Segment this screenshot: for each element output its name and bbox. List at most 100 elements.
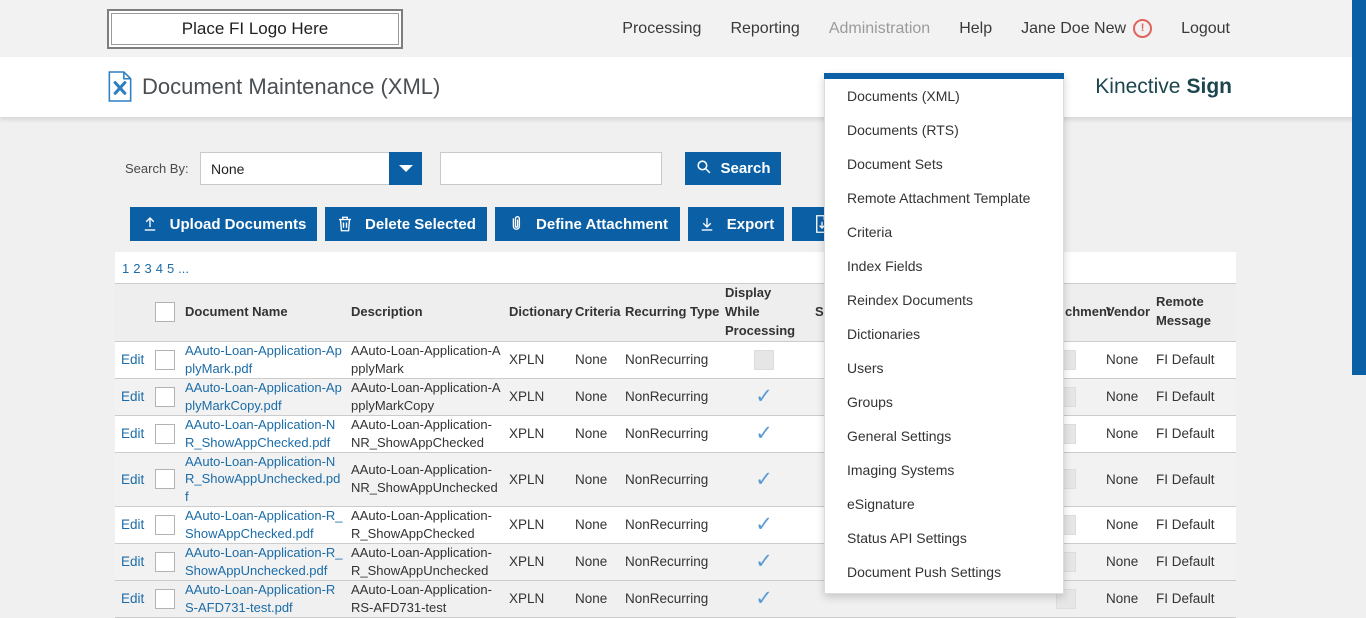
edit-cell: Edit [115,341,155,379]
display-while-processing-cell [725,341,811,379]
search-by-select[interactable]: None [200,152,422,185]
edit-link[interactable]: Edit [121,554,145,570]
menu-item-reindex-documents[interactable]: Reindex Documents [847,292,974,308]
description-cell: AAuto-Loan-Application-ApplyMark [351,341,509,379]
kinective-sign-logo: Kinective Sign [1095,57,1232,117]
search-button[interactable]: Search [685,152,781,185]
menu-item-document-sets[interactable]: Document Sets [847,156,943,172]
page-link-4[interactable]: 4 [155,261,163,276]
menu-item-document-push-settings[interactable]: Document Push Settings [847,564,1002,580]
document-name-link[interactable]: AAuto-Loan-Application-R_ShowAppUnchecke… [185,545,343,579]
criteria-cell: None [575,415,625,453]
vendor-cell-text: None [1106,554,1139,570]
check-icon: ✓ [755,384,773,408]
dictionary-cell-text: XPLN [509,591,545,607]
menu-item-esignature[interactable]: eSignature [847,496,915,512]
row-checkbox[interactable] [155,349,175,370]
checkbox-cell [155,378,185,416]
page-link-5[interactable]: 5 [166,261,175,276]
delete-selected-button[interactable]: Delete Selected [325,207,487,241]
toolbar-button-label: Export [726,215,775,233]
remote-message-cell-text: FI Default [1156,351,1215,367]
search-input[interactable] [440,152,662,185]
criteria-cell-text: None [575,517,608,533]
document-name-link[interactable]: AAuto-Loan-Application-ApplyMarkCopy.pdf [185,379,342,413]
edit-link[interactable]: Edit [121,351,145,367]
edit-link[interactable]: Edit [121,471,145,487]
menu-item-criteria[interactable]: Criteria [847,224,893,240]
remote-message-cell: FI Default [1156,580,1236,618]
nav-item-label: Jane Doe New [1021,19,1127,37]
chevron-down-icon[interactable] [389,152,422,185]
nav-item-jane-doe-new[interactable]: Jane Doe New! [1021,19,1153,38]
document-name-link[interactable]: AAuto-Loan-Application-NR_ShowAppUncheck… [185,453,341,505]
nav-item-logout[interactable]: Logout [1181,20,1230,38]
criteria-cell-text: None [575,591,608,607]
page-link-...[interactable]: ... [178,261,190,276]
display-while-processing-checkbox-disabled [754,349,774,370]
criteria-column-header: Criteria [575,283,625,342]
brand-name: Kinective [1095,75,1181,98]
nav-item-administration[interactable]: Administration [829,20,930,38]
display-while-processing-cell: ✓ [725,452,811,508]
export-button[interactable]: Export [688,207,784,241]
menu-item-remote-attachment-template[interactable]: Remote Attachment Template [847,190,1031,206]
row-checkbox[interactable] [155,515,175,536]
criteria-cell: None [575,341,625,379]
checkbox-cell [155,580,185,618]
document-name-link[interactable]: AAuto-Loan-Application-R_ShowAppChecked.… [185,508,343,542]
edit-link[interactable]: Edit [121,388,145,404]
edit-link[interactable]: Edit [121,591,145,607]
edit-cell: Edit [115,452,155,508]
document-name-link[interactable]: AAuto-Loan-Application-ApplyMark.pdf [185,342,342,376]
nav-item-help[interactable]: Help [959,20,992,38]
menu-item-index-fields[interactable]: Index Fields [847,258,923,274]
display-while-processing-column-header: Display While Processing [725,283,811,342]
table-row: Edit AAuto-Loan-Application-ApplyMarkCopy… [115,378,1236,416]
recurring-type-cell: NonRecurring [625,378,725,416]
menu-item-dictionaries[interactable]: Dictionaries [847,326,921,342]
description-text: AAuto-Loan-Application-ApplyMark [351,342,501,376]
vendor-column-header: Vendor [1106,283,1156,342]
description-text: AAuto-Loan-Application-R_ShowAppChecked [351,508,492,542]
row-checkbox[interactable] [155,423,175,444]
menu-item-users[interactable]: Users [847,360,884,376]
page-link-2[interactable]: 2 [133,261,141,276]
nav-item-processing[interactable]: Processing [622,20,701,38]
menu-item-documents-xml[interactable]: Documents (XML) [847,88,960,104]
vendor-cell: None [1106,580,1156,618]
nav-item-reporting[interactable]: Reporting [730,20,799,38]
menu-item-groups[interactable]: Groups [847,394,893,410]
scrollbar-thumb[interactable] [1352,0,1366,375]
check-icon: ✓ [755,467,773,491]
select-all-checkbox[interactable] [155,302,175,323]
page-link-3[interactable]: 3 [144,261,152,276]
menu-item-documents-rts[interactable]: Documents (RTS) [847,122,959,138]
description-text: AAuto-Loan-Application-R_ShowAppUnchecke… [351,545,492,579]
edit-link[interactable]: Edit [121,517,145,533]
edit-cell: Edit [115,378,155,416]
remote-message-cell-text: FI Default [1156,388,1215,404]
remote-message-column-header: Remote Message [1156,283,1236,342]
document-name-link[interactable]: AAuto-Loan-Application-NR_ShowAppChecked… [185,416,336,450]
table-row: Edit AAuto-Loan-Application-ApplyMark.pdf… [115,341,1236,379]
define-attachment-button[interactable]: Define Attachment [495,207,680,241]
row-checkbox[interactable] [155,552,175,573]
page-link-1[interactable]: 1 [122,261,130,276]
vendor-cell: None [1106,543,1156,582]
document-name-link[interactable]: AAuto-Loan-Application-RS-AFD731-test.pd… [185,582,336,616]
upload-documents-button[interactable]: Upload Documents [130,207,317,241]
recurring-type-cell-text: NonRecurring [625,425,709,441]
menu-item-general-settings[interactable]: General Settings [847,428,952,444]
dictionary-cell-text: XPLN [509,425,545,441]
menu-item-status-api-settings[interactable]: Status API Settings [847,530,967,546]
row-checkbox[interactable] [155,589,175,610]
edit-link[interactable]: Edit [121,425,145,441]
recurring-type-cell: NonRecurring [625,543,725,582]
row-checkbox[interactable] [155,469,175,490]
menu-item-imaging-systems[interactable]: Imaging Systems [847,462,955,478]
row-checkbox[interactable] [155,386,175,407]
checkbox-cell [155,506,185,545]
table-row: Edit AAuto-Loan-Application-R_ShowAppUnch… [115,543,1236,582]
description-text: AAuto-Loan-Application-NR_ShowAppChecked [351,416,492,450]
